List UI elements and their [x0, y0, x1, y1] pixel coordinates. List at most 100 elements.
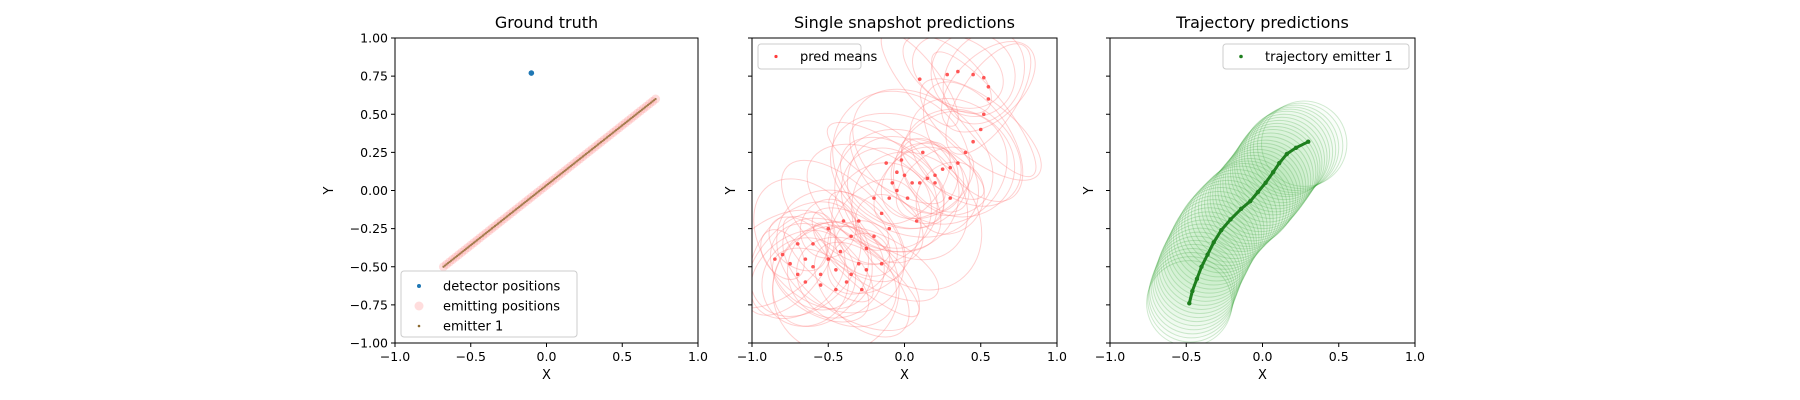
- prediction-ellipse: [846, 135, 969, 261]
- emitter-1-point: [549, 180, 553, 183]
- prediction-ellipse: [753, 178, 873, 310]
- trajectory-point: [1211, 240, 1216, 245]
- emitter-1-point: [534, 192, 537, 195]
- prediction-ellipse: [873, 141, 951, 225]
- pred-mean-point: [899, 158, 904, 162]
- prediction-ellipse: [826, 121, 946, 205]
- emitter-1-point: [624, 121, 627, 125]
- emitter-1-point: [580, 156, 583, 159]
- emitter-1-point: [533, 193, 536, 196]
- uncertainty-circle: [1241, 113, 1328, 201]
- uncertainty-circle: [1256, 102, 1344, 189]
- emitter-1-point: [592, 147, 595, 150]
- uncertainty-circle: [1156, 227, 1244, 315]
- uncertainty-circle: [1168, 203, 1255, 290]
- emitter-1-point: [537, 190, 541, 193]
- emitter-1-point: [525, 199, 528, 202]
- emitter-1-point: [643, 106, 647, 109]
- emitter-1-point: [454, 256, 457, 259]
- emitter-1-point: [563, 169, 566, 172]
- emitter-1-point: [628, 118, 631, 121]
- y-axis-label: Y: [1082, 186, 1097, 195]
- uncertainty-circle: [1209, 154, 1297, 242]
- prediction-ellipse: [772, 221, 870, 327]
- uncertainty-circle: [1187, 176, 1274, 263]
- trajectory-point: [1190, 288, 1195, 294]
- emitter-1-point: [472, 241, 475, 244]
- uncertainty-circle: [1227, 132, 1314, 219]
- emitter-1-point: [645, 105, 648, 108]
- prediction-ellipse: [880, 38, 959, 127]
- y-axis-label: Y: [322, 186, 337, 195]
- emitter-1-point: [560, 172, 563, 175]
- prediction-ellipse: [828, 191, 890, 251]
- legend-frame: [757, 43, 862, 70]
- legend-label: pred means: [800, 50, 878, 65]
- emitter-1-point: [625, 120, 628, 123]
- x-tick-label: 0.5: [1329, 349, 1349, 364]
- pred-mean-point: [849, 234, 853, 239]
- pred-mean-point: [910, 181, 914, 185]
- pred-mean-point: [895, 188, 899, 193]
- x-tick-label: −0.5: [1171, 349, 1201, 364]
- pred-mean-point: [905, 196, 910, 200]
- pred-mean-point: [780, 252, 785, 257]
- emitter-1-point: [622, 123, 625, 126]
- emitter-1-point: [489, 228, 492, 231]
- prediction-ellipse: [752, 229, 846, 320]
- y-tick-label: 0.00: [360, 183, 388, 198]
- trajectory-point: [1248, 198, 1253, 204]
- emitter-1-point: [510, 211, 513, 214]
- prediction-ellipse: [890, 142, 965, 214]
- emitter-1-point: [487, 229, 491, 232]
- emitter-1-point: [577, 159, 580, 162]
- pred-mean-point: [879, 211, 884, 216]
- emitter-1-point: [598, 142, 601, 145]
- uncertainty-circle: [1201, 163, 1288, 250]
- pred-mean-point: [887, 226, 892, 231]
- trajectory-point: [1255, 189, 1261, 195]
- pred-mean-point: [844, 280, 849, 284]
- legend: pred means: [757, 43, 878, 70]
- pred-mean-point: [849, 272, 853, 277]
- uncertainty-circle: [1238, 116, 1326, 204]
- emitter-1-point: [572, 162, 575, 165]
- uncertainty-circle: [1175, 191, 1262, 278]
- uncertainty-circle: [1212, 151, 1299, 239]
- legend-marker: [417, 284, 421, 288]
- prediction-ellipse: [900, 138, 970, 213]
- emitter-1-point: [452, 257, 456, 260]
- uncertainty-circle: [1170, 199, 1257, 286]
- emitter-1-point: [477, 238, 480, 241]
- legend-label: emitter 1: [443, 320, 503, 335]
- uncertainty-circle: [1243, 110, 1331, 198]
- emitter-1-point: [630, 117, 633, 120]
- pred-mean-point: [982, 75, 986, 80]
- emitter-1-point: [513, 209, 516, 212]
- uncertainty-circle: [1147, 256, 1234, 343]
- pred-mean-point: [917, 181, 922, 185]
- pred-mean-point: [803, 257, 808, 261]
- uncertainty-circle: [1160, 219, 1247, 306]
- pred-mean-point: [945, 72, 949, 77]
- prediction-ellipse: [930, 38, 1016, 117]
- trajectory-point: [1194, 276, 1200, 282]
- pred-mean-point: [884, 161, 888, 165]
- chart-panel-2: Single snapshot predictions −1.0 −0.5 0.0 0.…: [724, 13, 1067, 383]
- trajectory-point: [1228, 217, 1233, 222]
- pred-mean-point: [925, 176, 930, 181]
- prediction-ellipse: [768, 216, 827, 272]
- emitter-1-point: [536, 191, 539, 194]
- uncertainty-circle: [1236, 119, 1323, 207]
- emitter-1-point: [631, 115, 634, 119]
- x-tick-label: 1.0: [1047, 349, 1067, 364]
- emitter-1-point: [492, 226, 495, 229]
- emitter-1-point: [501, 218, 504, 222]
- uncertainty-circle: [1217, 145, 1304, 233]
- emitter-1-point: [569, 165, 572, 168]
- pred-mean-point: [872, 196, 876, 200]
- prediction-ellipse: [931, 51, 1037, 178]
- trajectory-point: [1284, 151, 1290, 157]
- emitter-1-point: [451, 258, 454, 261]
- x-tick-label: −1.0: [380, 349, 410, 364]
